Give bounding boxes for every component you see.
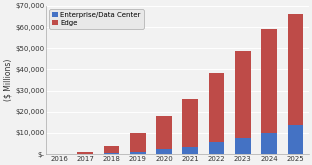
Bar [156, 149, 172, 154]
Legend: Enterprise/Data Center, Edge: Enterprise/Data Center, Edge [49, 9, 144, 29]
Y-axis label: ($ Millions): ($ Millions) [3, 59, 12, 101]
Bar [104, 146, 119, 153]
Bar [209, 143, 224, 154]
Bar [288, 15, 303, 125]
Bar [183, 147, 198, 154]
Bar [130, 152, 146, 154]
Bar [261, 133, 277, 154]
Bar [130, 132, 146, 152]
Bar [261, 29, 277, 133]
Bar [235, 51, 251, 138]
Bar [235, 138, 251, 154]
Bar [104, 153, 119, 154]
Bar [156, 116, 172, 149]
Bar [183, 99, 198, 147]
Bar [209, 73, 224, 143]
Bar [77, 152, 93, 154]
Bar [51, 153, 67, 154]
Bar [288, 125, 303, 154]
